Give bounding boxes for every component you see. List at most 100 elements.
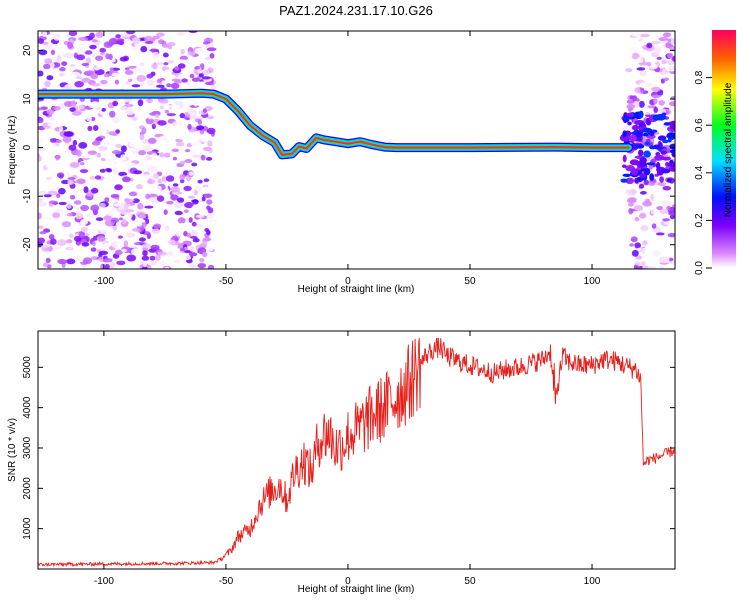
spectral-noise-blob bbox=[668, 65, 675, 72]
spectral-noise-blob bbox=[203, 146, 212, 151]
spectral-noise-blob bbox=[65, 247, 74, 251]
spectral-noise-blob bbox=[195, 47, 204, 55]
spectral-noise-blob bbox=[86, 70, 95, 74]
spectral-noise-blob bbox=[100, 226, 106, 234]
spectral-noise-blob bbox=[666, 52, 674, 59]
spectral-noise-blob bbox=[199, 34, 206, 40]
spectral-noise-blob bbox=[171, 148, 179, 152]
spectrogram-y-tick-label: -10 bbox=[22, 188, 33, 203]
spectral-burst-blob bbox=[655, 162, 661, 170]
spectral-noise-blob bbox=[640, 261, 646, 267]
spectral-noise-blob bbox=[110, 217, 120, 223]
spectral-noise-blob bbox=[627, 51, 633, 58]
spectral-noise-blob bbox=[659, 176, 664, 183]
spectral-noise-blob bbox=[89, 176, 97, 180]
spectral-noise-blob bbox=[192, 205, 199, 209]
spectral-noise-blob bbox=[183, 185, 192, 192]
spectral-noise-blob bbox=[91, 39, 98, 43]
spectral-noise-blob bbox=[180, 248, 186, 252]
spectral-noise-blob bbox=[103, 142, 110, 146]
spectral-noise-blob bbox=[638, 100, 645, 108]
spectral-noise-blob bbox=[197, 119, 202, 125]
spectral-noise-blob bbox=[646, 266, 657, 269]
spectral-noise-blob bbox=[117, 38, 125, 43]
spectral-noise-blob bbox=[80, 162, 85, 166]
spectral-noise-blob bbox=[642, 200, 653, 207]
spectral-noise-blob bbox=[642, 240, 648, 246]
spectrogram-y-tick-label: 10 bbox=[22, 93, 33, 105]
spectral-noise-blob bbox=[109, 110, 116, 118]
spectral-noise-blob bbox=[665, 42, 672, 49]
spectral-noise-blob bbox=[631, 52, 640, 60]
spectral-noise-blob bbox=[96, 235, 106, 242]
spectral-burst-blob bbox=[666, 132, 675, 139]
spectral-noise-blob bbox=[61, 221, 72, 228]
spectral-noise-blob bbox=[183, 230, 188, 237]
spectral-noise-blob bbox=[139, 62, 144, 67]
spectral-noise-blob bbox=[634, 242, 641, 249]
spectral-noise-blob bbox=[42, 262, 49, 268]
spectral-noise-blob bbox=[188, 264, 197, 268]
spectral-noise-blob bbox=[188, 252, 198, 257]
spectral-noise-blob bbox=[156, 32, 165, 37]
spectral-noise-blob bbox=[640, 224, 649, 232]
spectral-noise-blob bbox=[38, 201, 47, 207]
spectral-noise-blob bbox=[68, 144, 77, 151]
spectral-noise-blob bbox=[197, 179, 203, 184]
spectral-noise-blob bbox=[92, 197, 98, 202]
spectral-noise-blob bbox=[119, 217, 123, 221]
spectral-noise-blob bbox=[74, 235, 82, 242]
spectral-noise-blob bbox=[201, 196, 206, 202]
spectral-burst-blob bbox=[667, 162, 675, 167]
spectral-noise-blob bbox=[663, 77, 669, 82]
spectral-noise-blob bbox=[115, 144, 123, 148]
spectral-noise-blob bbox=[53, 33, 61, 41]
spectral-noise-blob bbox=[170, 82, 180, 89]
spectral-noise-blob bbox=[656, 199, 661, 207]
spectral-noise-blob bbox=[104, 197, 110, 203]
spectral-noise-blob bbox=[164, 266, 170, 269]
spectral-noise-blob bbox=[76, 149, 82, 157]
spectral-noise-blob bbox=[142, 174, 151, 180]
spectral-noise-blob bbox=[50, 238, 57, 245]
spectral-burst-blob bbox=[644, 141, 651, 146]
spectral-noise-blob bbox=[667, 188, 675, 195]
spectral-burst-blob bbox=[622, 154, 627, 163]
spectral-noise-blob bbox=[646, 61, 652, 67]
spectral-noise-blob bbox=[626, 103, 635, 110]
spectral-burst-blob bbox=[649, 173, 655, 181]
spectral-noise-blob bbox=[132, 37, 141, 44]
spectral-burst-blob bbox=[662, 139, 669, 144]
spectral-noise-blob bbox=[658, 100, 665, 106]
spectrogram-y-tick-label: 0 bbox=[22, 144, 33, 150]
spectral-noise-blob bbox=[633, 101, 640, 108]
spectral-noise-blob bbox=[124, 103, 134, 108]
spectral-burst-blob bbox=[622, 164, 627, 168]
spectral-noise-blob bbox=[91, 83, 101, 87]
spectral-noise-blob bbox=[145, 98, 154, 103]
spectral-noise-blob bbox=[653, 98, 658, 105]
spectral-noise-blob bbox=[126, 232, 136, 238]
spectral-noise-blob bbox=[121, 218, 127, 225]
spectral-noise-blob bbox=[664, 220, 672, 225]
spectral-noise-blob bbox=[170, 213, 175, 218]
spectral-noise-blob bbox=[42, 31, 48, 37]
spectral-noise-blob bbox=[638, 265, 643, 269]
spectral-noise-blob bbox=[105, 53, 110, 60]
spectral-burst-blob bbox=[622, 130, 627, 138]
spectral-noise-blob bbox=[139, 213, 146, 219]
spectral-noise-blob bbox=[671, 32, 675, 39]
spectral-noise-blob bbox=[124, 209, 135, 213]
colorbar-tick-label: 0.6 bbox=[694, 118, 705, 132]
spectral-noise-blob bbox=[658, 182, 666, 187]
spectral-noise-blob bbox=[149, 260, 158, 266]
spectral-noise-blob bbox=[153, 223, 162, 229]
spectral-noise-blob bbox=[669, 46, 675, 51]
spectral-noise-blob bbox=[99, 168, 106, 173]
spectral-noise-blob bbox=[151, 153, 158, 159]
spectral-noise-blob bbox=[150, 244, 160, 251]
spectral-noise-blob bbox=[130, 147, 140, 154]
spectral-noise-blob bbox=[206, 127, 216, 135]
spectral-burst-blob bbox=[625, 177, 635, 184]
